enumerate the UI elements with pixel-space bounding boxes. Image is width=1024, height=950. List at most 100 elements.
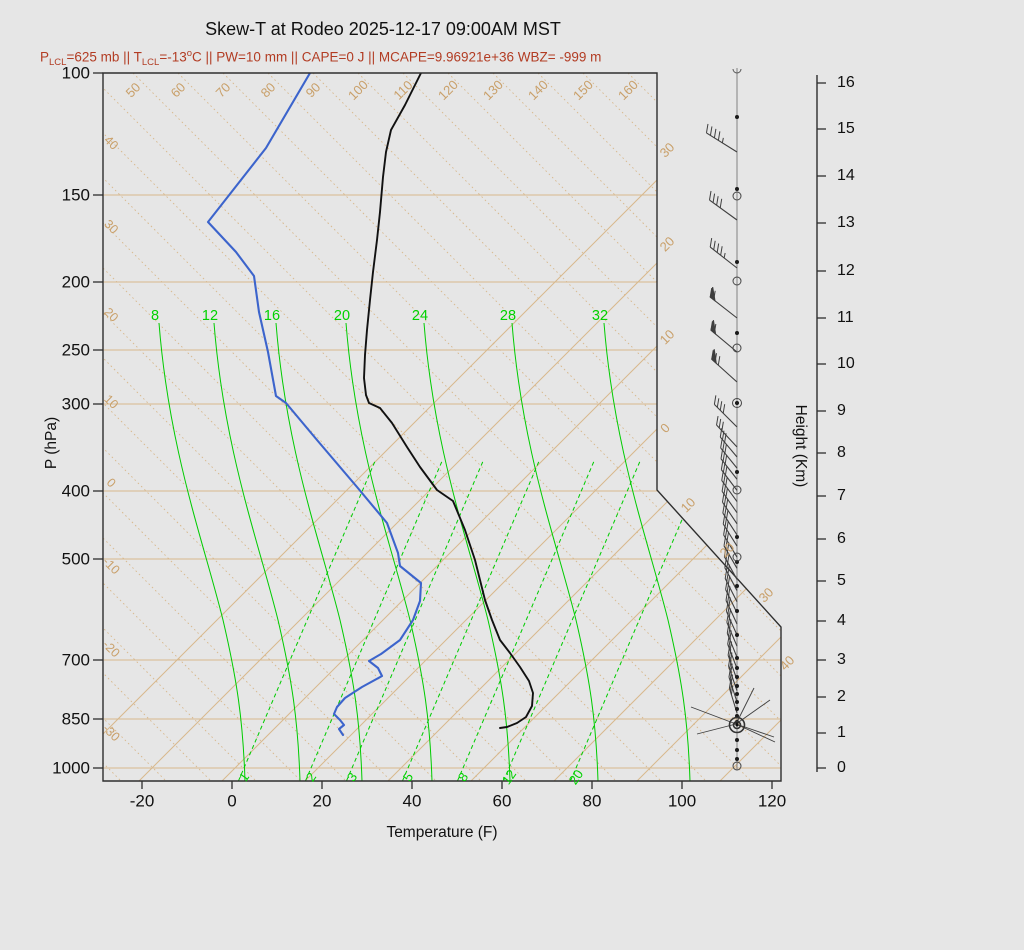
mixing-ratio-line bbox=[401, 459, 540, 781]
wind-barb-feather bbox=[726, 572, 729, 582]
staff-level-circle bbox=[732, 276, 742, 286]
wind-barb-feather bbox=[728, 586, 731, 596]
dry-adiabat-line bbox=[222, 73, 781, 781]
wind-barb-feather bbox=[726, 531, 730, 541]
wind-barb-feather bbox=[725, 561, 729, 571]
wind-barb-feather bbox=[724, 506, 727, 517]
wind-barb-feather bbox=[728, 638, 731, 648]
staff-level-dot bbox=[735, 707, 739, 711]
wind-barb-feather bbox=[726, 520, 729, 530]
staff-level-dot bbox=[735, 187, 739, 191]
wind-barb-feather bbox=[722, 452, 726, 462]
height-tick-label: 1 bbox=[837, 724, 846, 741]
dry-adiabat-line bbox=[267, 73, 781, 781]
wind-barb-feather bbox=[716, 196, 719, 206]
isotherm-line bbox=[118, 73, 781, 781]
dry-adiabat-line bbox=[103, 73, 212, 781]
wind-barb-feather bbox=[716, 398, 720, 408]
wind-barb-feather bbox=[728, 597, 731, 607]
wind-barb-feather bbox=[712, 193, 716, 203]
temperature-tick-label: 40 bbox=[402, 791, 422, 811]
dry-adiabat-line bbox=[103, 73, 527, 781]
info-segment: C || PW=10 mm || CAPE=0 J || MCAPE=9.969… bbox=[192, 49, 602, 65]
moist-adiabat-label: 28 bbox=[499, 307, 517, 324]
staff-level-dot bbox=[735, 757, 739, 761]
wind-barb-feather bbox=[720, 460, 724, 470]
wind-barb-feather bbox=[730, 685, 734, 695]
wind-barb-half-feather bbox=[723, 252, 726, 259]
isotherm-line bbox=[616, 73, 781, 781]
wind-barb-feather bbox=[720, 449, 723, 459]
staff-level-dot bbox=[735, 656, 739, 660]
height-tick-label: 5 bbox=[837, 572, 846, 589]
staff-ring bbox=[732, 398, 742, 408]
wind-barb-feather bbox=[727, 564, 730, 574]
staff-level-dot bbox=[735, 666, 739, 670]
wind-barb-shaft bbox=[706, 132, 738, 153]
wind-barb-feather bbox=[724, 444, 727, 454]
wind-barb-feather bbox=[729, 641, 733, 651]
wind-barb-feather bbox=[709, 237, 713, 248]
height-tick-label: 4 bbox=[837, 612, 846, 629]
moist-adiabat-line bbox=[345, 322, 433, 781]
dry-adiabat-line bbox=[177, 73, 781, 781]
mixing-ratio-line bbox=[237, 459, 376, 781]
height-tick-label: 16 bbox=[837, 74, 855, 91]
height-tick-label: 10 bbox=[837, 355, 855, 372]
staff-level-dot bbox=[735, 748, 739, 752]
wind-barb-feather bbox=[729, 682, 733, 692]
wind-barb-feather bbox=[723, 525, 726, 535]
wind-barb-feather bbox=[725, 591, 729, 601]
wind-barb-shaft bbox=[721, 491, 738, 513]
staff-ring-dot bbox=[735, 401, 739, 405]
info-segment: =-13 bbox=[159, 49, 187, 65]
height-tick-label: 13 bbox=[837, 214, 855, 231]
pressure-tick-label: 1000 bbox=[52, 758, 90, 778]
moist-adiabat-line bbox=[603, 322, 691, 781]
staff-level-circle bbox=[732, 191, 742, 201]
wind-barb-feather bbox=[722, 463, 726, 473]
staff-level-circle bbox=[732, 485, 742, 495]
wind-barb-shaft bbox=[709, 199, 738, 221]
wind-barb-feather bbox=[726, 594, 730, 604]
info-segment: P bbox=[40, 49, 50, 65]
staff-level-dot bbox=[735, 675, 739, 679]
dry-adiabat-line bbox=[103, 73, 707, 781]
staff-level-circle bbox=[732, 761, 742, 771]
wind-barb-feather bbox=[718, 418, 722, 428]
wind-barb-feather bbox=[726, 542, 730, 552]
dry-adiabat-line bbox=[103, 73, 167, 781]
wind-barb-feather bbox=[730, 674, 734, 684]
wind-barb-feather bbox=[727, 616, 731, 626]
pressure-tick-label: 500 bbox=[61, 549, 90, 569]
surface-symbol-outer bbox=[728, 716, 746, 734]
moist-adiabat-label: 16 bbox=[263, 307, 281, 324]
dry-adiabat-line bbox=[402, 73, 781, 781]
wind-barb-feather bbox=[724, 465, 728, 476]
wind-barb-feather bbox=[709, 126, 713, 136]
dry-adiabat-line bbox=[103, 73, 752, 781]
temperature-curve bbox=[363, 73, 534, 729]
wind-barb-feather bbox=[728, 627, 731, 637]
wind-barb-feather bbox=[723, 485, 727, 495]
isotherm-line bbox=[201, 73, 781, 781]
wind-barb-feather bbox=[721, 430, 725, 440]
staff-level-dot bbox=[735, 684, 739, 688]
wind-barb-feather bbox=[721, 421, 724, 431]
wind-barb-feather bbox=[729, 671, 733, 681]
wind-barb-shaft bbox=[713, 403, 738, 428]
staff-level-dot bbox=[735, 700, 739, 704]
surface-wind-line bbox=[690, 706, 737, 725]
dry-adiabat-line bbox=[103, 73, 572, 781]
x-axis-title: Temperature (F) bbox=[386, 824, 498, 841]
temperature-tick-label: 80 bbox=[582, 791, 602, 811]
wind-barb-shaft bbox=[720, 447, 738, 469]
surface-wind-line bbox=[735, 723, 776, 743]
wind-barb-feather bbox=[719, 401, 723, 411]
wind-barb-feather bbox=[725, 487, 728, 497]
wind-barb-feather bbox=[730, 663, 733, 673]
wind-barb-feather bbox=[725, 550, 729, 560]
wind-barb-feather bbox=[727, 635, 730, 645]
wind-barb-feather bbox=[719, 428, 723, 438]
